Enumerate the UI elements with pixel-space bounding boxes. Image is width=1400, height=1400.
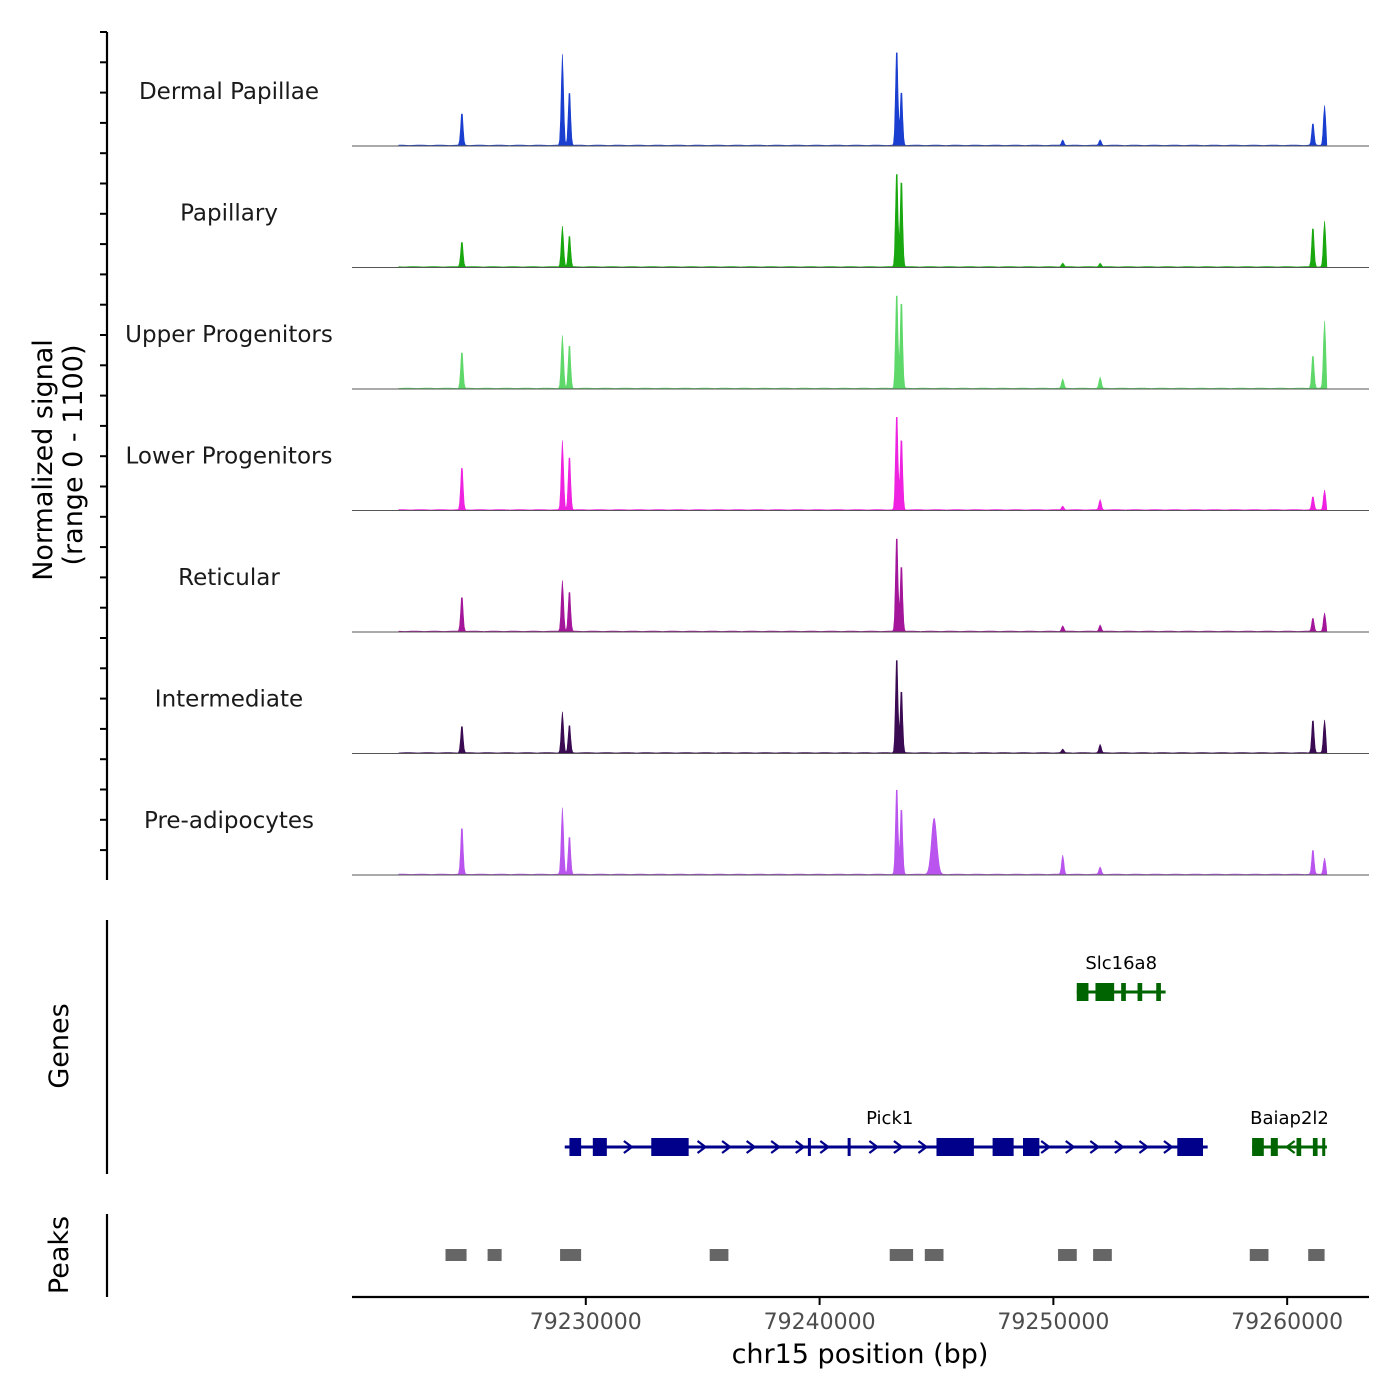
strand-arrow	[1089, 1140, 1101, 1154]
strand-arrow	[1284, 1140, 1296, 1154]
gene-exon	[1177, 1138, 1204, 1156]
gene-exon	[1022, 1138, 1040, 1156]
signal-area-reticular	[398, 538, 1328, 633]
peak-region	[709, 1249, 729, 1261]
peak-region	[487, 1249, 502, 1261]
strand-arrow	[745, 1140, 757, 1154]
gene-exon	[1121, 983, 1126, 1001]
gene-exon	[592, 1138, 607, 1156]
gene-models: Slc16a8 Pick1 Baiap2l2	[564, 953, 1329, 1156]
strand-arrow	[1138, 1140, 1150, 1154]
peak-region	[1058, 1249, 1077, 1261]
signal-area-pre-adipocytes	[398, 789, 1328, 876]
signal-area-intermediate	[398, 660, 1328, 754]
x-axis: 79230000 79240000 79250000 79260000	[530, 1297, 1343, 1335]
gene-label: Pick1	[866, 1108, 913, 1129]
x-tick-label: 79230000	[530, 1310, 642, 1335]
gene-exon	[1270, 1138, 1278, 1156]
signal-y-axis-title-line2: (range 0 - 1100)	[58, 345, 89, 566]
track-label: Reticular	[178, 565, 280, 591]
x-tick-label: 79260000	[1231, 1310, 1343, 1335]
gene-exon	[1156, 983, 1161, 1001]
strand-arrow	[893, 1140, 904, 1154]
strand-arrow	[819, 1140, 831, 1154]
peak-region	[889, 1249, 914, 1261]
gene-exon	[1137, 983, 1143, 1001]
x-tick-label: 79240000	[764, 1310, 876, 1335]
gene-exon	[651, 1138, 689, 1156]
gene-exon	[1322, 1138, 1326, 1156]
strand-arrow	[696, 1140, 708, 1154]
signal-area-lower-progenitors	[398, 416, 1328, 511]
strand-arrow	[868, 1140, 880, 1154]
peak-region	[445, 1249, 467, 1261]
gene-pick1: Pick1	[564, 1108, 1208, 1156]
signal-area-upper-progenitors	[398, 295, 1328, 390]
peak-region	[560, 1249, 582, 1261]
signal-area-dermal-papillae	[398, 52, 1328, 147]
peak-regions	[445, 1249, 1325, 1261]
gene-exon	[936, 1138, 974, 1156]
strand-arrow	[721, 1140, 732, 1154]
track-label: Dermal Papillae	[139, 79, 319, 105]
strand-arrow	[1163, 1140, 1174, 1154]
track-label: Papillary	[180, 201, 278, 227]
strand-arrow	[1065, 1140, 1076, 1154]
strand-arrow	[623, 1140, 634, 1154]
signal-area-papillary	[398, 174, 1328, 268]
strand-arrow	[1114, 1140, 1125, 1154]
gene-label: Slc16a8	[1085, 953, 1157, 974]
gene-slc16a8: Slc16a8	[1076, 953, 1166, 1001]
gene-exon	[569, 1138, 582, 1156]
gene-exon	[1076, 983, 1089, 1001]
peaks-y-axis-title: Peaks	[44, 1216, 75, 1294]
track-label: Intermediate	[155, 687, 303, 713]
peak-region	[1249, 1249, 1269, 1261]
track-label: Lower Progenitors	[126, 444, 333, 470]
signal-tracks: Dermal Papillae Papillary Upper Progenitor…	[125, 52, 1369, 876]
strand-arrow	[795, 1140, 806, 1154]
strand-arrow	[917, 1140, 929, 1154]
signal-y-axis-title-line1: Normalized signal	[28, 339, 59, 581]
gene-exon	[807, 1138, 811, 1156]
x-axis-title: chr15 position (bp)	[732, 1339, 989, 1370]
gene-label: Baiap2l2	[1250, 1108, 1329, 1129]
peak-region	[924, 1249, 944, 1261]
peak-region	[1308, 1249, 1325, 1261]
gene-exon	[1252, 1138, 1264, 1156]
track-label: Upper Progenitors	[125, 322, 333, 348]
signal-y-axis	[100, 31, 109, 880]
track-label: Pre-adipocytes	[144, 808, 314, 834]
gene-exon	[1095, 983, 1115, 1001]
gene-exon	[1312, 1138, 1318, 1156]
gene-exon	[992, 1138, 1014, 1156]
genes-y-axis-title: Genes	[44, 1003, 75, 1088]
gene-exon	[1296, 1138, 1302, 1156]
strand-arrow	[770, 1140, 781, 1154]
gene-exon	[847, 1138, 851, 1156]
x-tick-label: 79250000	[997, 1310, 1109, 1335]
peak-region	[1093, 1249, 1112, 1261]
gene-baiap2l2: Baiap2l2	[1250, 1108, 1329, 1156]
strand-arrow	[1040, 1140, 1052, 1154]
